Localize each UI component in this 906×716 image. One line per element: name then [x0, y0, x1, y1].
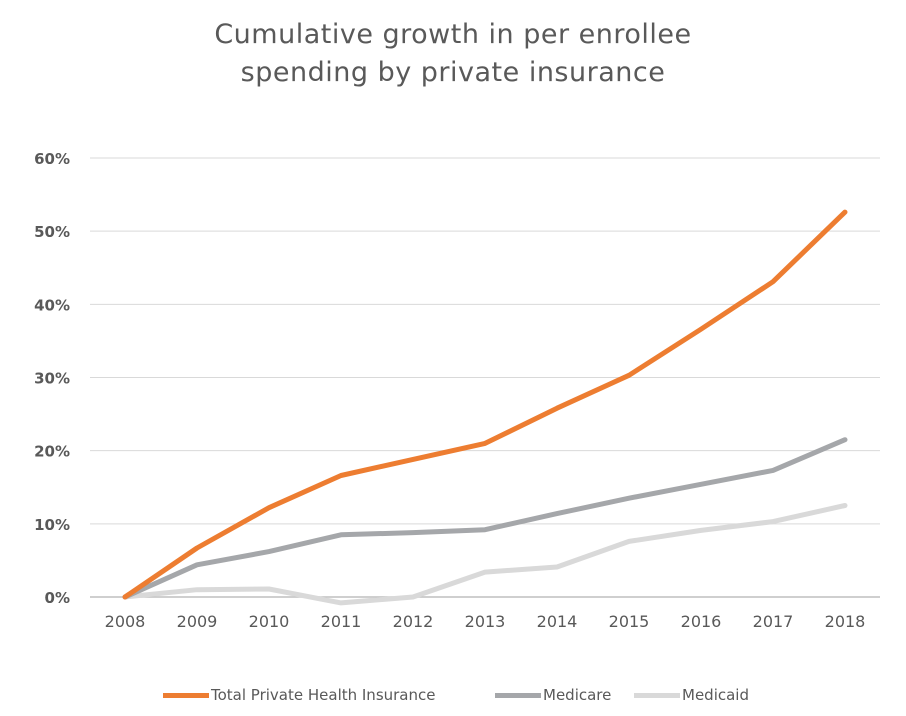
x-tick-label: 2011: [321, 612, 362, 631]
legend-label: Medicare: [543, 686, 612, 704]
legend-item-medicaid: Medicaid: [634, 686, 749, 704]
x-tick-label: 2013: [465, 612, 506, 631]
legend-swatch: [634, 692, 680, 698]
chart-title: Cumulative growth in per enrollee spendi…: [0, 16, 906, 92]
y-tick-label: 10%: [34, 516, 70, 534]
x-tick-label: 2018: [825, 612, 866, 631]
legend-item-total-private-health-insurance: Total Private Health Insurance: [163, 686, 435, 704]
series-lines: [122, 209, 848, 606]
x-axis-tick-labels: 2008 2009 2010 2011 2012 2013 2014 2015 2016 2017…: [105, 612, 866, 631]
y-tick-label: 40%: [34, 296, 70, 314]
series-line-medicare: [122, 437, 848, 600]
x-tick-label: 2015: [609, 612, 650, 631]
legend-label: Medicaid: [682, 686, 749, 704]
x-tick-label: 2008: [105, 612, 146, 631]
x-tick-label: 2009: [177, 612, 218, 631]
y-tick-label: 60%: [34, 150, 70, 168]
y-tick-label: 30%: [34, 370, 70, 388]
legend-swatch: [495, 692, 541, 698]
x-tick-label: 2016: [681, 612, 722, 631]
legend: Total Private Health Insurance Medicare Me…: [0, 686, 906, 710]
gridlines: [90, 157, 880, 598]
x-tick-label: 2012: [393, 612, 434, 631]
x-tick-label: 2010: [249, 612, 290, 631]
series-line-total-private-health-insurance: [122, 209, 848, 600]
y-tick-label: 0%: [45, 589, 70, 607]
legend-item-medicare: Medicare: [495, 686, 611, 704]
y-tick-label: 20%: [34, 443, 70, 461]
line-chart: 0% 10% 20% 30% 40% 50% 60% 2008 2009 2010 2011 201…: [34, 150, 880, 631]
series-line-medicaid: [122, 503, 848, 606]
legend-label: Total Private Health Insurance: [211, 686, 436, 704]
chart-title-line-1: Cumulative growth in per enrollee: [214, 19, 692, 50]
y-axis-tick-labels: 0% 10% 20% 30% 40% 50% 60%: [34, 150, 70, 607]
legend-swatch: [163, 692, 209, 698]
x-tick-label: 2014: [537, 612, 578, 631]
x-tick-label: 2017: [753, 612, 794, 631]
chart-title-line-2: spending by private insurance: [240, 57, 666, 88]
y-tick-label: 50%: [34, 223, 70, 241]
